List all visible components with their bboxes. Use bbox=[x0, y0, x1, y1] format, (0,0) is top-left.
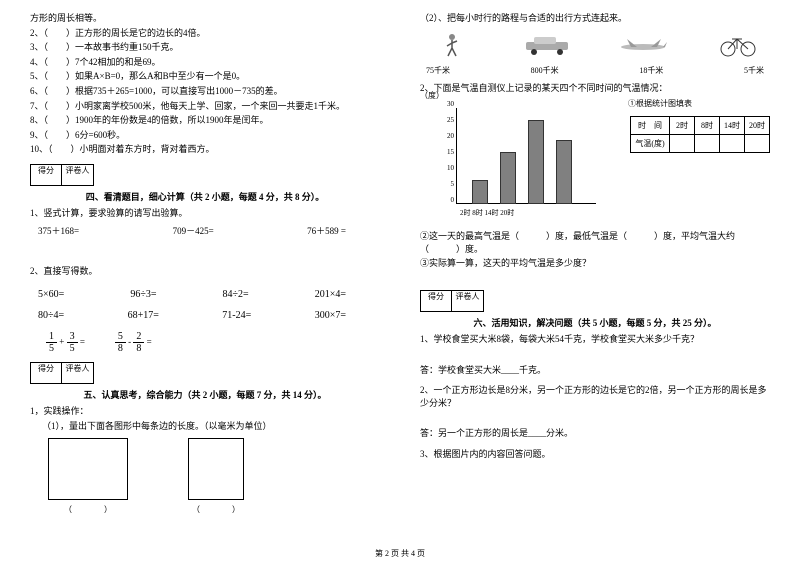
fraction-expr: 15 + 35 = bbox=[46, 331, 85, 354]
ytick: 25 bbox=[440, 116, 454, 124]
judgment-item: 3、（ ）一本故事书约重150千克。 bbox=[30, 41, 380, 54]
q4-2: 2、直接写得数。 bbox=[30, 265, 380, 278]
judgment-item: 方形的周长相等。 bbox=[30, 12, 380, 25]
q6-1: 1、学校食堂买大米8袋，每袋大米54千克，学校食堂买大米多少千克？ bbox=[420, 333, 770, 346]
calc-row: 375＋168= 709－425= 76＋589 = bbox=[38, 224, 346, 237]
calc-row: 80÷4= 68+17= 71-24= 300×7= bbox=[38, 310, 346, 321]
q6-2: 2、一个正方形边长是8分米，另一个正方形的边长是它的2倍，另一个正方形的周长是多… bbox=[420, 384, 770, 409]
q5-1: 1，实践操作： bbox=[30, 405, 380, 418]
speed-value: 18千米 bbox=[639, 65, 663, 76]
chart-bar bbox=[556, 140, 572, 204]
table-header: 2时 bbox=[670, 117, 695, 135]
chart-block: （度） 30 25 20 15 10 5 0 2时 8时 14时 20时 ①根据… bbox=[420, 100, 770, 228]
chart-bar bbox=[500, 152, 516, 204]
shape-label: （ ） bbox=[48, 504, 128, 515]
calc-expr: 96÷3= bbox=[130, 289, 156, 300]
shape-b: （ ） bbox=[188, 438, 244, 515]
q5-1-sub: （1），量出下面各图形中每条边的长度。（以毫米为单位） bbox=[30, 420, 380, 433]
answer-1: 答：学校食堂买大米____千克。 bbox=[420, 364, 770, 377]
calc-expr: 300×7= bbox=[315, 310, 346, 321]
grader-cell: 评卷人 bbox=[62, 164, 94, 186]
calc-expr: 709－425= bbox=[173, 224, 214, 237]
ytick: 30 bbox=[440, 100, 454, 108]
calc-expr: 84÷2= bbox=[223, 289, 249, 300]
right-column: （2）、把每小时行的路程与合适的出行方式连起来。 75千米 800千米 18千米… bbox=[400, 0, 800, 540]
judgment-item: 4、（ ）7个42相加的和是69。 bbox=[30, 56, 380, 69]
score-box: 得分 评卷人 bbox=[30, 164, 380, 186]
chart-bar bbox=[528, 120, 544, 204]
speed-value: 5千米 bbox=[744, 65, 764, 76]
calc-expr: 5×60= bbox=[38, 289, 64, 300]
q-temperature: 2、下面是气温自测仪上记录的某天四个不同时间的气温情况： bbox=[420, 82, 770, 95]
table-cell bbox=[670, 135, 695, 153]
score-cell: 得分 bbox=[30, 362, 62, 384]
judgment-item: 5、（ ）如果A×B=0，那么A和B中至少有一个是0。 bbox=[30, 70, 380, 83]
calc-expr: 76＋589 = bbox=[307, 224, 346, 237]
temperature-table: 时 间 2时 8时 14时 20时 气温(度) bbox=[630, 116, 770, 153]
bar-chart: （度） 30 25 20 15 10 5 0 2时 8时 14时 20时 bbox=[438, 100, 618, 218]
q-temp-avg: ③实际算一算，这天的平均气温是多少度？ bbox=[420, 257, 770, 270]
table-cell bbox=[695, 135, 720, 153]
score-box: 得分 评卷人 bbox=[420, 290, 770, 312]
judgment-item: 10、（ ）小明面对着东方时，背对着西方。 bbox=[30, 143, 380, 156]
q4-1: 1、竖式计算，要求验算的请写出验算。 bbox=[30, 207, 380, 220]
plane-icon bbox=[617, 31, 669, 59]
ytick: 10 bbox=[440, 164, 454, 172]
score-cell: 得分 bbox=[420, 290, 452, 312]
chart-bar bbox=[472, 180, 488, 204]
shape-label: （ ） bbox=[188, 504, 244, 515]
ytick: 5 bbox=[440, 180, 454, 188]
ytick: 15 bbox=[440, 148, 454, 156]
judgment-item: 9、（ ）6分=600秒。 bbox=[30, 129, 380, 142]
xtick-labels: 2时 8时 14时 20时 bbox=[460, 208, 514, 218]
table-row-label: 气温(度) bbox=[631, 135, 670, 153]
car-icon bbox=[521, 31, 573, 59]
table-header: 14时 bbox=[720, 117, 745, 135]
grader-cell: 评卷人 bbox=[62, 362, 94, 384]
table-cell bbox=[720, 135, 745, 153]
calc-expr: 68+17= bbox=[128, 310, 159, 321]
q6-3: 3、根据图片内的内容回答问题。 bbox=[420, 448, 770, 461]
chart-title: ①根据统计图填表 bbox=[628, 98, 692, 109]
bicycle-icon bbox=[712, 31, 764, 59]
table-cell bbox=[744, 135, 769, 153]
judgment-item: 2、（ ）正方形的周长是它的边长的4倍。 bbox=[30, 27, 380, 40]
calc-expr: 201×4= bbox=[315, 289, 346, 300]
speed-value: 800千米 bbox=[531, 65, 559, 76]
left-column: 方形的周长相等。 2、（ ）正方形的周长是它的边长的4倍。 3、（ ）一本故事书… bbox=[0, 0, 400, 540]
q-connect: （2）、把每小时行的路程与合适的出行方式连起来。 bbox=[420, 12, 770, 25]
table-header: 8时 bbox=[695, 117, 720, 135]
calc-row: 5×60= 96÷3= 84÷2= 201×4= bbox=[38, 289, 346, 300]
worksheet-page: 方形的周长相等。 2、（ ）正方形的周长是它的边长的4倍。 3、（ ）一本故事书… bbox=[0, 0, 800, 540]
answer-2: 答：另一个正方形的周长是____分米。 bbox=[420, 427, 770, 440]
judgment-item: 7、（ ）小明家离学校500米，他每天上学、回家，一个来回一共要走1千米。 bbox=[30, 100, 380, 113]
shape-row: （ ） （ ） bbox=[48, 438, 380, 515]
score-cell: 得分 bbox=[30, 164, 62, 186]
section-6-title: 六、活用知识，解决问题（共 5 小题，每题 5 分，共 25 分）。 bbox=[420, 316, 770, 329]
calc-expr: 375＋168= bbox=[38, 224, 79, 237]
q-temp-range: ②这一天的最高气温是（ ）度，最低气温是（ ）度，平均气温大约（ ）度。 bbox=[420, 230, 770, 255]
page-footer: 第 2 页 共 4 页 bbox=[0, 548, 800, 559]
ytick: 0 bbox=[440, 196, 454, 204]
square-shape bbox=[188, 438, 244, 500]
grader-cell: 评卷人 bbox=[452, 290, 484, 312]
shape-a: （ ） bbox=[48, 438, 128, 515]
score-box: 得分 评卷人 bbox=[30, 362, 380, 384]
speed-row: 75千米 800千米 18千米 5千米 bbox=[426, 65, 764, 76]
speed-value: 75千米 bbox=[426, 65, 450, 76]
walk-icon bbox=[426, 31, 478, 59]
calc-expr: 71-24= bbox=[222, 310, 251, 321]
fraction-expr: 58 - 28 = bbox=[115, 331, 152, 354]
calc-expr: 80÷4= bbox=[38, 310, 64, 321]
table-header: 时 间 bbox=[631, 117, 670, 135]
rectangle-shape bbox=[48, 438, 128, 500]
fraction-row: 15 + 35 = 58 - 28 = bbox=[46, 331, 380, 354]
section-5-title: 五、认真思考，综合能力（共 2 小题，每题 7 分，共 14 分）。 bbox=[30, 388, 380, 401]
section-4-title: 四、看清题目，细心计算（共 2 小题，每题 4 分，共 8 分）。 bbox=[30, 190, 380, 203]
transport-row bbox=[426, 31, 764, 59]
judgment-item: 8、（ ）1900年的年份数是4的倍数，所以1900年是闰年。 bbox=[30, 114, 380, 127]
table-header: 20时 bbox=[744, 117, 769, 135]
judgment-item: 6、（ ）根据735＋265=1000，可以直接写出1000－735的差。 bbox=[30, 85, 380, 98]
ytick: 20 bbox=[440, 132, 454, 140]
